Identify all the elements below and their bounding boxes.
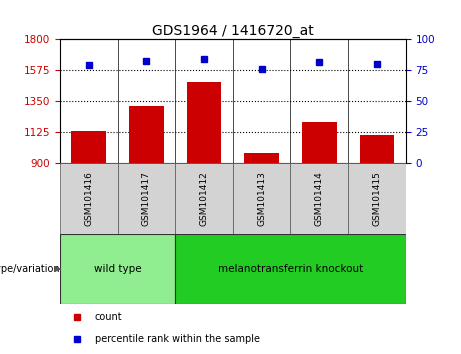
Text: GSM101416: GSM101416 bbox=[84, 171, 93, 226]
Bar bbox=[360, 135, 394, 163]
Title: GDS1964 / 1416720_at: GDS1964 / 1416720_at bbox=[152, 24, 313, 38]
Bar bbox=[290, 163, 348, 234]
Bar bbox=[60, 234, 175, 304]
Bar bbox=[175, 234, 406, 304]
Text: GSM101414: GSM101414 bbox=[315, 171, 324, 225]
Bar bbox=[129, 107, 164, 163]
Text: wild type: wild type bbox=[94, 264, 142, 274]
Text: GSM101417: GSM101417 bbox=[142, 171, 151, 226]
Bar bbox=[233, 163, 290, 234]
Bar bbox=[302, 121, 337, 163]
Text: percentile rank within the sample: percentile rank within the sample bbox=[95, 334, 260, 344]
Bar bbox=[175, 163, 233, 234]
Bar bbox=[187, 82, 221, 163]
Bar bbox=[244, 153, 279, 163]
Bar bbox=[71, 131, 106, 163]
Bar bbox=[348, 163, 406, 234]
Bar bbox=[118, 163, 175, 234]
Text: melanotransferrin knockout: melanotransferrin knockout bbox=[218, 264, 363, 274]
Text: GSM101415: GSM101415 bbox=[372, 171, 381, 226]
Text: count: count bbox=[95, 312, 122, 322]
Text: GSM101412: GSM101412 bbox=[200, 171, 208, 225]
Text: GSM101413: GSM101413 bbox=[257, 171, 266, 226]
Bar bbox=[60, 163, 118, 234]
Text: genotype/variation: genotype/variation bbox=[0, 264, 60, 274]
